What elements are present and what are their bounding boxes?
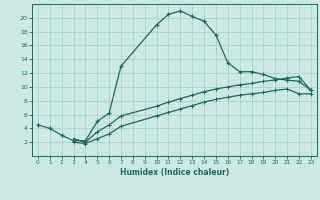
X-axis label: Humidex (Indice chaleur): Humidex (Indice chaleur) [120, 168, 229, 177]
